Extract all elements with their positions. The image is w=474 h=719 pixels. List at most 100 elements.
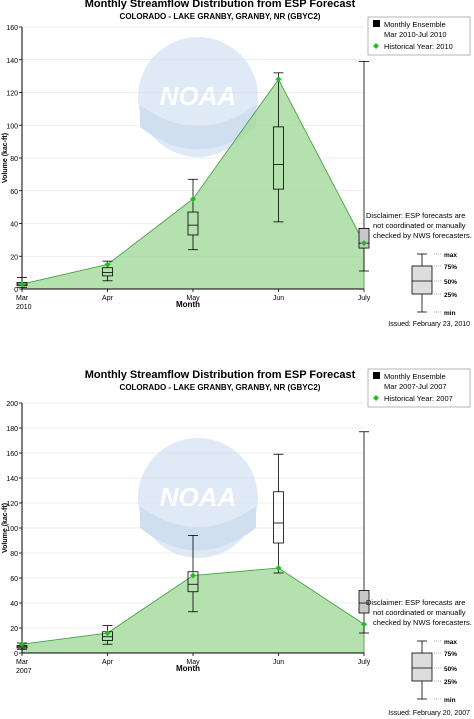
chart-title: Monthly Streamflow Distribution from ESP… — [85, 0, 356, 10]
ensemble-box — [358, 431, 370, 634]
y-tick-label: 20 — [10, 626, 18, 633]
key-label: 25% — [444, 292, 457, 299]
y-tick-label: 140 — [6, 58, 18, 65]
ensemble-box — [358, 60, 370, 272]
x-axis-label: Month — [176, 664, 200, 673]
historical-marker — [361, 621, 367, 628]
y-tick-label: 100 — [6, 526, 18, 533]
x-axis-label: Month — [176, 300, 200, 309]
y-tick-label: 120 — [6, 91, 18, 98]
key-label: 75% — [444, 651, 457, 658]
disclaimer-line-2: not coordinated or manually — [373, 608, 466, 617]
legend-ensemble-label: Monthly Ensemble — [384, 372, 446, 381]
y-tick-label: 40 — [10, 601, 18, 608]
legend-historical-marker — [373, 43, 379, 49]
legend-historical-label: Historical Year: 2010 — [384, 42, 453, 51]
x-tick-label: Jun — [273, 295, 284, 302]
y-tick-label: 0 — [14, 651, 18, 658]
y-tick-label: 60 — [10, 189, 18, 196]
watermark-wave — [140, 105, 256, 150]
y-tick-label: 40 — [10, 222, 18, 229]
disclaimer-line-3: checked by NWS forecasters. — [373, 618, 472, 627]
ensemble-box — [187, 535, 199, 613]
legend-ensemble-range: Mar 2010-Jul 2010 — [384, 30, 447, 39]
y-tick-label: 80 — [10, 156, 18, 163]
noaa-watermark-logo: NOAA — [138, 37, 258, 157]
y-tick-label: 120 — [6, 501, 18, 508]
box-iqr — [358, 228, 370, 249]
key-box — [411, 265, 433, 295]
y-tick-label: 200 — [6, 401, 18, 408]
historical-marker — [19, 641, 25, 648]
key-box — [411, 652, 433, 682]
box-iqr — [358, 590, 370, 614]
box-key: max 75% 50% 25% min — [411, 639, 457, 704]
legend-box — [367, 16, 471, 56]
watermark-text: NOAA — [160, 482, 237, 512]
historical-marker — [190, 195, 196, 202]
chart-2007: Monthly Streamflow Distribution from ESP… — [2, 368, 472, 717]
key-label: 50% — [444, 279, 457, 286]
y-tick-label: 100 — [6, 123, 18, 130]
historical-marker — [275, 76, 282, 83]
key-label: max — [444, 639, 457, 646]
disclaimer-line-2: not coordinated or manually — [373, 221, 466, 230]
legend-historical-marker — [373, 395, 379, 401]
historical-marker — [190, 572, 196, 579]
historical-marker — [19, 281, 25, 288]
y-tick-label: 140 — [6, 476, 18, 483]
x-tick-label: May — [186, 295, 200, 302]
legend-ensemble-label: Monthly Ensemble — [384, 20, 446, 29]
legend-ensemble-swatch — [373, 20, 380, 27]
disclaimer-line-1: Disclaimer: ESP forecasts are — [366, 598, 465, 607]
y-axis-label: Volume (kac-ft) — [2, 503, 9, 553]
chart-title: Monthly Streamflow Distribution from ESP… — [85, 369, 356, 381]
y-tick-label: 0 — [14, 287, 18, 294]
x-tick-label: Jun — [273, 659, 284, 666]
historical-area — [21, 78, 365, 290]
x-tick-label: July — [358, 295, 371, 302]
key-label: 50% — [444, 666, 457, 673]
issued-date: Issued: February 23, 2010 — [388, 321, 470, 328]
legend-ensemble-swatch — [373, 372, 380, 379]
chart-subtitle: COLORADO - LAKE GRANBY, GRANBY, NR (GBYC… — [120, 383, 321, 392]
key-label: max — [444, 252, 457, 259]
x-tick-label: Apr — [102, 295, 114, 302]
noaa-watermark-logo: NOAA — [138, 438, 258, 558]
key-label: min — [444, 310, 456, 317]
box-key: max 75% 50% 25% min — [411, 252, 457, 317]
x-tick-label: July — [358, 659, 371, 666]
ensemble-box — [187, 178, 199, 251]
historical-marker — [361, 240, 367, 247]
y-tick-label: 180 — [6, 426, 18, 433]
box-iqr — [187, 211, 199, 236]
ensemble-box — [102, 260, 113, 282]
x-tick-label-year: 2010 — [16, 304, 32, 311]
chart-2010: Monthly Streamflow Distribution from ESP… — [2, 0, 472, 328]
issued-date: Issued: February 20, 2007 — [388, 710, 470, 717]
x-tick-label-year: 2007 — [16, 668, 32, 675]
disclaimer-line-3: checked by NWS forecasters. — [373, 231, 472, 240]
x-tick-label: Apr — [102, 659, 114, 666]
y-tick-label: 160 — [6, 451, 18, 458]
y-tick-label: 160 — [6, 25, 18, 32]
y-axis-label: Volume (kac-ft) — [2, 133, 9, 183]
legend-ensemble-range: Mar 2007-Jul 2007 — [384, 382, 447, 391]
y-tick-label: 60 — [10, 576, 18, 583]
key-label: min — [444, 697, 456, 704]
x-tick-label: Mar — [16, 295, 29, 302]
key-label: 25% — [444, 679, 457, 686]
x-tick-label: May — [186, 659, 200, 666]
key-label: 75% — [444, 264, 457, 271]
legend-box — [367, 368, 471, 408]
x-tick-label: Mar — [16, 659, 29, 666]
historical-marker — [104, 261, 111, 268]
chart-subtitle: COLORADO - LAKE GRANBY, GRANBY, NR (GBYC… — [120, 12, 321, 21]
ensemble-box — [273, 453, 284, 574]
disclaimer-line-1: Disclaimer: ESP forecasts are — [366, 211, 465, 220]
box-iqr — [273, 491, 284, 544]
historical-marker — [104, 630, 111, 636]
